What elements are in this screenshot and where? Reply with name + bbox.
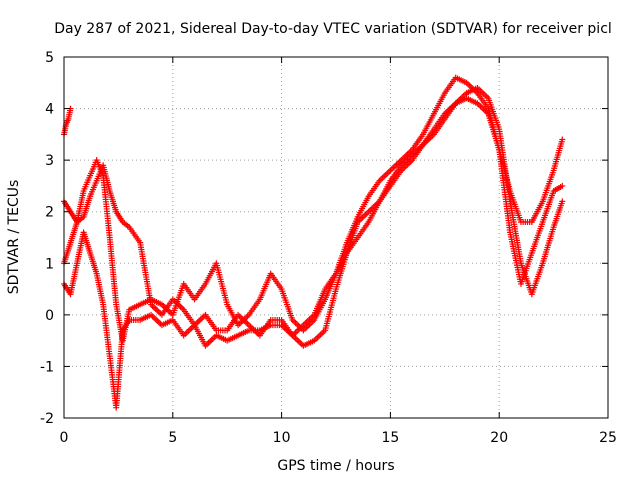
y-tick-label: 5 — [45, 50, 54, 66]
y-tick-label: 3 — [45, 153, 54, 169]
y-tick-label: -1 — [40, 359, 54, 375]
x-tick-label: 0 — [60, 430, 69, 446]
y-tick-label: 1 — [45, 256, 54, 272]
x-axis-label: GPS time / hours — [277, 458, 394, 474]
series-layer — [61, 74, 566, 411]
axis-ticks: 0 5 10 15 20 25 -2 -1 0 1 2 3 4 5 — [40, 50, 617, 446]
series-trace-2 — [61, 74, 566, 344]
y-axis-label: SDTVAR / TECUs — [6, 180, 22, 295]
data-point — [559, 182, 566, 189]
x-tick-label: 20 — [490, 430, 508, 446]
y-tick-label: -2 — [40, 411, 54, 427]
series-trace-3 — [61, 95, 566, 411]
data-point — [559, 198, 566, 205]
x-tick-label: 10 — [273, 430, 291, 446]
y-tick-label: 2 — [45, 205, 54, 221]
chart-title: Day 287 of 2021, Sidereal Day-to-day VTE… — [54, 21, 612, 37]
y-tick-label: 4 — [45, 102, 54, 118]
series-trace-4 — [61, 105, 74, 138]
y-tick-label: 0 — [45, 308, 54, 324]
grid — [64, 57, 608, 418]
data-point — [559, 136, 566, 143]
x-tick-label: 15 — [381, 430, 399, 446]
x-tick-label: 5 — [168, 430, 177, 446]
plot-frame — [63, 56, 609, 419]
x-tick-label: 25 — [599, 430, 617, 446]
